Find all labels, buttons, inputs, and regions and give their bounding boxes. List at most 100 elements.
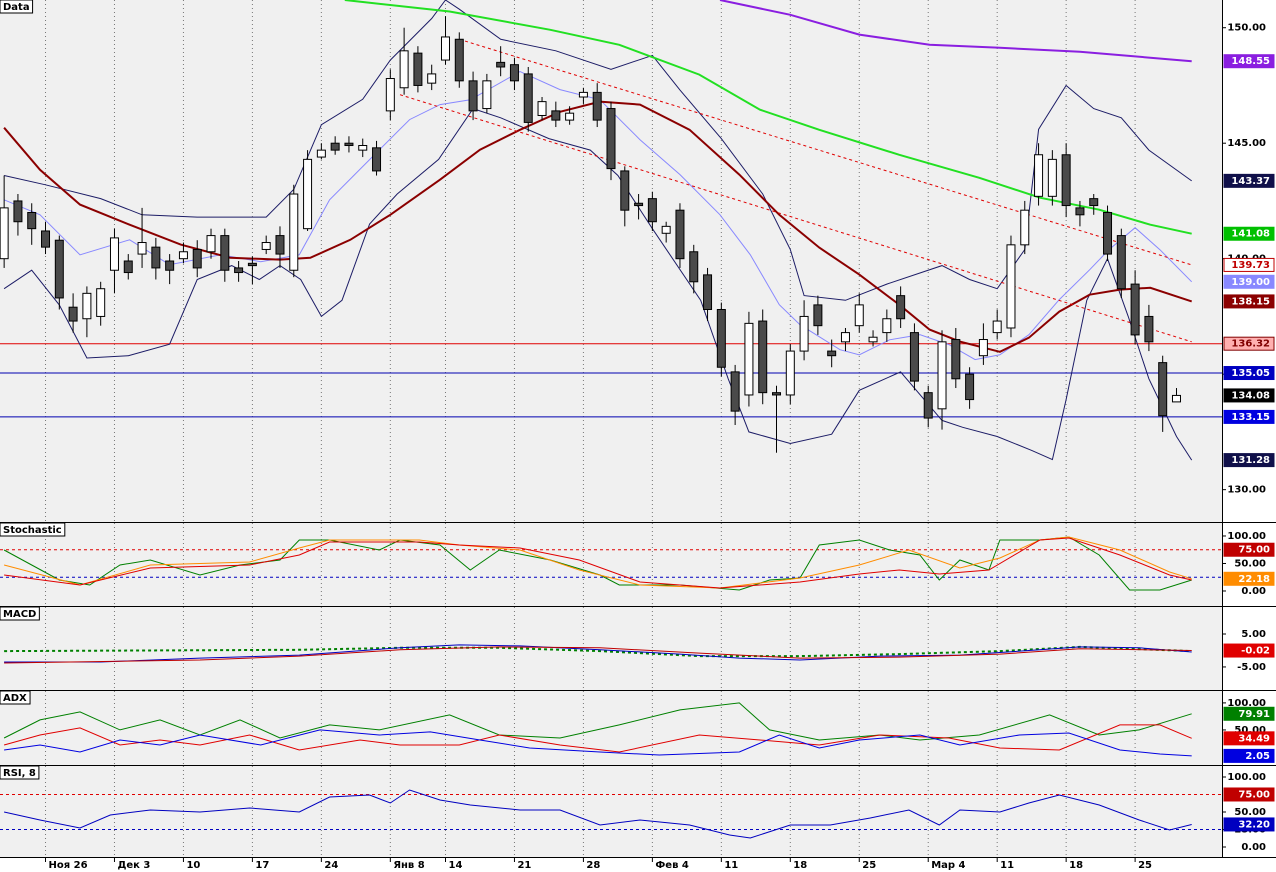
candle xyxy=(923,385,933,428)
candle-body xyxy=(537,101,547,116)
indicator-line xyxy=(399,94,1192,343)
candle xyxy=(358,138,368,158)
pane: 5.00 -5.00 -0.02 MACD xyxy=(0,606,1276,691)
candle-body xyxy=(578,91,588,98)
value-marker-label: 22.18 xyxy=(1238,574,1270,585)
x-tick-label: 25 xyxy=(1138,860,1152,871)
candle-body xyxy=(165,260,175,271)
candle xyxy=(509,57,519,91)
value-marker xyxy=(1223,226,1275,241)
y-tick-label: 50.00 xyxy=(1234,558,1266,569)
candle-body xyxy=(896,295,906,320)
value-marker-label: 133.15 xyxy=(1231,412,1270,423)
y-tick-label: -5.00 xyxy=(1237,662,1266,673)
indicator-line xyxy=(3,702,1192,741)
candle-body xyxy=(482,80,492,110)
candle-body xyxy=(289,193,299,271)
candle-body xyxy=(41,230,51,248)
candle xyxy=(413,46,423,93)
candle-body xyxy=(13,200,23,223)
candle-body xyxy=(454,38,464,82)
indicator-line xyxy=(3,108,1193,461)
candle-body xyxy=(192,248,202,269)
indicator-line xyxy=(3,724,1192,753)
candle xyxy=(730,364,740,425)
candle xyxy=(868,330,878,347)
indicator-line xyxy=(4,646,1192,664)
pane-title-box xyxy=(0,522,66,537)
value-marker xyxy=(1223,388,1275,403)
candle xyxy=(909,323,919,391)
value-marker-label: 139.73 xyxy=(1231,260,1270,271)
candle-body xyxy=(440,36,450,61)
value-marker-label: 148.55 xyxy=(1231,56,1270,67)
value-marker-label: 143.37 xyxy=(1231,176,1270,187)
y-tick-label: 50.00 xyxy=(1234,807,1266,818)
candle xyxy=(592,83,602,128)
candle-body xyxy=(275,235,285,255)
indicator-line xyxy=(3,789,1192,839)
pane-title-box xyxy=(0,690,31,705)
indicator-line xyxy=(4,645,1192,658)
candle-body xyxy=(178,251,188,260)
y-tick-label: 0.00 xyxy=(1241,842,1266,853)
candle xyxy=(744,311,754,407)
candle xyxy=(1144,304,1154,352)
x-tick-label: 14 xyxy=(448,860,462,871)
candle xyxy=(689,244,699,294)
pane-background xyxy=(0,523,1222,606)
value-marker-label: 135.05 xyxy=(1231,368,1270,379)
plot-area xyxy=(0,523,1222,606)
value-marker xyxy=(1223,173,1275,188)
value-marker xyxy=(1223,366,1275,381)
candle xyxy=(482,73,492,114)
candle xyxy=(937,330,947,430)
x-tick-label: 21 xyxy=(517,860,531,871)
candle xyxy=(551,101,561,128)
candle-body xyxy=(744,322,754,396)
value-marker-label: 75.00 xyxy=(1238,789,1270,800)
plot-area xyxy=(0,0,1222,522)
candle xyxy=(13,194,23,236)
candle-body xyxy=(620,170,630,211)
candle xyxy=(785,344,795,405)
candle-body xyxy=(772,392,782,396)
candle-body xyxy=(509,64,519,82)
pane-title: MACD xyxy=(0,606,40,621)
candle xyxy=(716,302,726,377)
candle-body xyxy=(27,211,37,230)
candle xyxy=(703,267,713,322)
indicator-line xyxy=(4,537,1192,589)
x-tick-label: Мар 4 xyxy=(931,860,965,871)
indicator-line xyxy=(4,644,1192,663)
candle xyxy=(496,46,506,77)
x-tick-label: 18 xyxy=(793,860,807,871)
y-tick-label: 50.00 xyxy=(1234,725,1266,736)
candle-body xyxy=(137,242,147,255)
candle xyxy=(758,309,768,405)
y-tick-label: 150.00 xyxy=(1227,23,1266,34)
candle xyxy=(54,235,64,310)
candle xyxy=(96,281,106,326)
value-marker xyxy=(1223,817,1275,832)
candle-body xyxy=(647,198,657,223)
value-marker xyxy=(1223,787,1275,802)
candle xyxy=(137,207,147,268)
candle-body xyxy=(344,142,354,147)
candle-body xyxy=(468,80,478,112)
candle-body xyxy=(840,332,850,343)
pane-title-box xyxy=(0,606,40,621)
candle-body xyxy=(1158,362,1168,417)
value-marker-label: 79.91 xyxy=(1238,709,1270,720)
x-tick-label: 10 xyxy=(186,860,200,871)
candle xyxy=(41,221,51,255)
candle xyxy=(247,256,257,285)
candle xyxy=(1171,388,1181,403)
candle-body xyxy=(785,350,795,396)
candle xyxy=(316,143,326,160)
candle xyxy=(772,385,782,453)
x-tick-label: 25 xyxy=(862,860,876,871)
candle-body xyxy=(399,50,409,89)
candle-body xyxy=(303,158,313,230)
candle xyxy=(578,87,588,104)
